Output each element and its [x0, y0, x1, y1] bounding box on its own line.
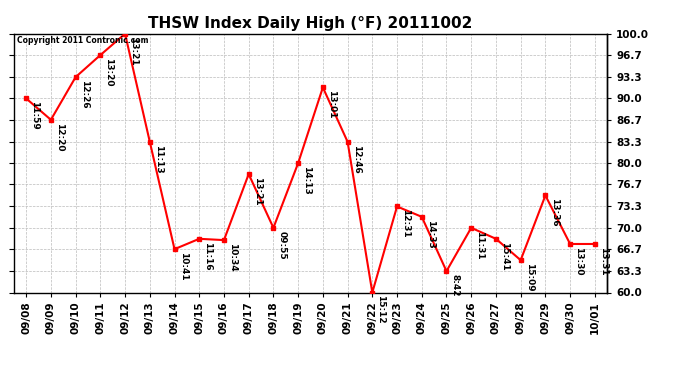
- Title: THSW Index Daily High (°F) 20111002: THSW Index Daily High (°F) 20111002: [148, 16, 473, 31]
- Text: 13:21: 13:21: [129, 36, 138, 65]
- Text: 12:26: 12:26: [80, 80, 89, 108]
- Text: 13:36: 13:36: [549, 198, 558, 227]
- Text: 09:55: 09:55: [277, 231, 286, 259]
- Text: 13:01: 13:01: [327, 90, 336, 119]
- Text: 8:42: 8:42: [451, 274, 460, 296]
- Text: 15:41: 15:41: [500, 242, 509, 270]
- Text: 13:21: 13:21: [253, 177, 262, 206]
- Text: 12:46: 12:46: [352, 144, 361, 173]
- Text: 13:31: 13:31: [599, 247, 608, 275]
- Text: 11:31: 11:31: [475, 231, 484, 259]
- Text: 10:41: 10:41: [179, 252, 188, 280]
- Text: 11:16: 11:16: [204, 242, 213, 270]
- Text: 12:20: 12:20: [55, 123, 64, 151]
- Text: Copyright 2011 Contronic.com: Copyright 2011 Contronic.com: [17, 36, 148, 45]
- Text: 10:34: 10:34: [228, 243, 237, 272]
- Text: 13:30: 13:30: [574, 247, 583, 275]
- Text: 15:09: 15:09: [525, 263, 534, 291]
- Text: 11:59: 11:59: [30, 101, 39, 130]
- Text: 14:33: 14:33: [426, 220, 435, 248]
- Text: 12:31: 12:31: [401, 209, 410, 238]
- Text: 15:12: 15:12: [377, 295, 386, 324]
- Text: 13:20: 13:20: [104, 58, 113, 86]
- Text: 14:13: 14:13: [302, 166, 311, 195]
- Text: 11:13: 11:13: [154, 144, 163, 173]
